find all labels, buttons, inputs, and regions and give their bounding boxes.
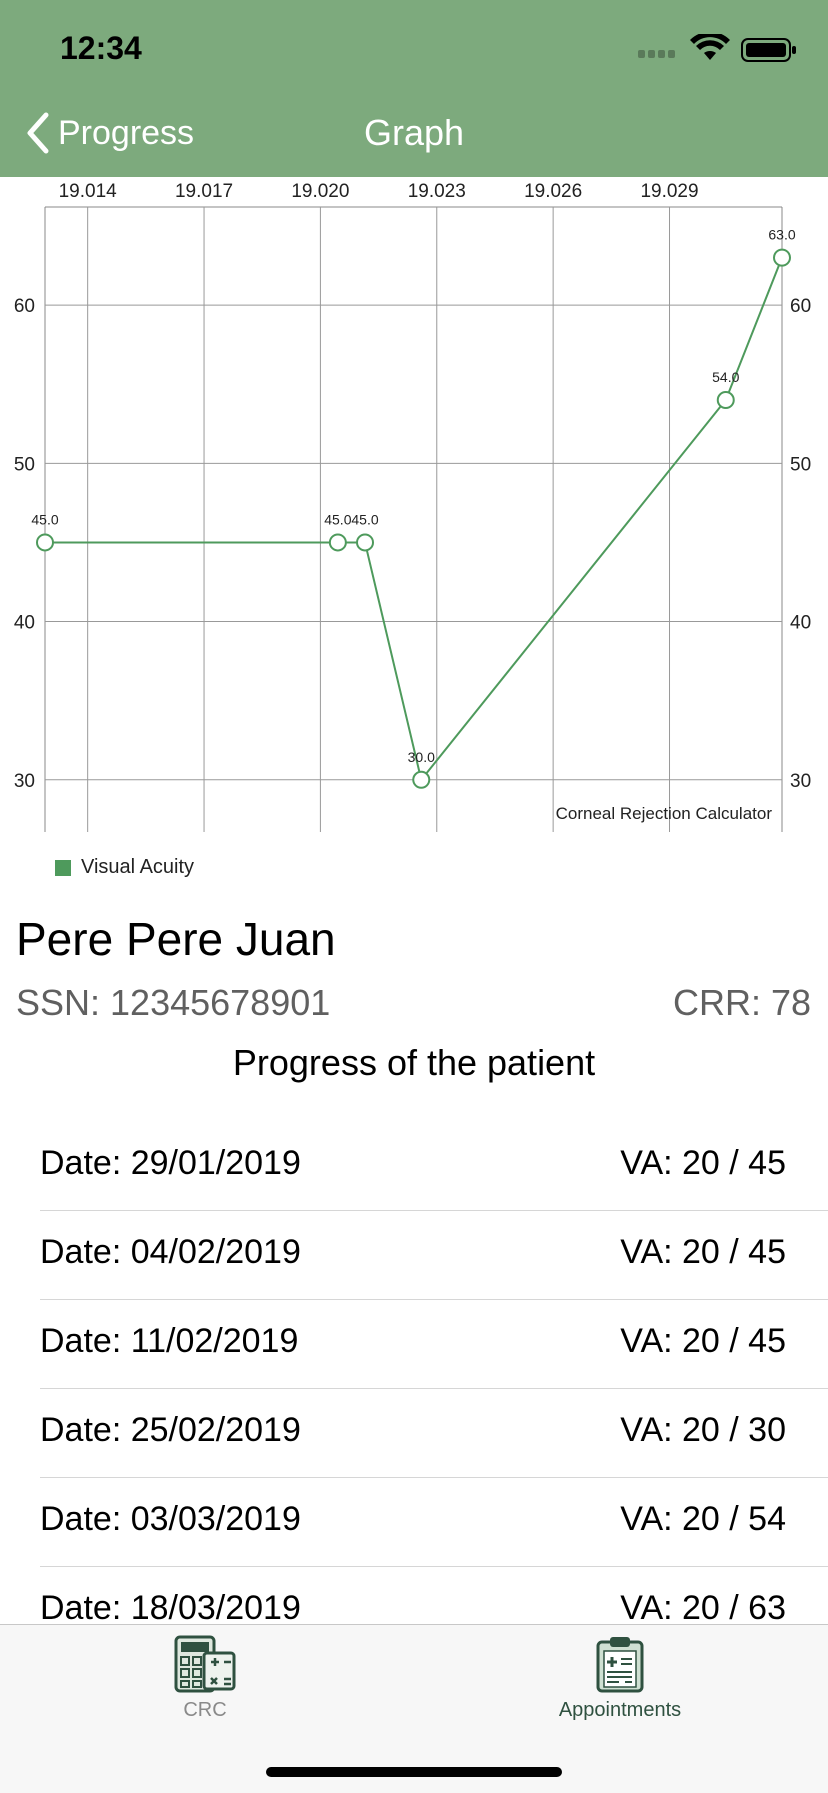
data-point — [36, 533, 54, 552]
y-tick-label-left: 50 — [14, 454, 35, 475]
legend-swatch — [55, 859, 71, 876]
x-tick-label: 19.029 — [640, 181, 698, 202]
data-label: 45.0 — [324, 511, 351, 527]
progress-va: VA: 20 / 45 — [620, 1322, 786, 1360]
data-point — [412, 770, 431, 789]
battery-icon — [741, 38, 796, 62]
chevron-left-icon — [27, 112, 49, 154]
y-tick-label-left: 30 — [14, 771, 35, 792]
progress-row[interactable]: Date: 03/03/2019 VA: 20 / 54 — [40, 1478, 828, 1567]
chart-legend: Visual Acuity — [55, 856, 194, 879]
data-label: 30.0 — [408, 749, 435, 765]
progress-date: Date: 25/02/2019 — [40, 1411, 301, 1449]
patient-crr: CRR: 78 — [672, 982, 811, 1023]
progress-row[interactable]: Date: 18/03/2019 VA: 20 / 63 — [40, 1567, 828, 1655]
progress-va: VA: 20 / 45 — [620, 1144, 786, 1182]
progress-date: Date: 04/02/2019 — [40, 1233, 301, 1271]
data-label: 63.0 — [768, 227, 795, 243]
y-tick-label-right: 40 — [790, 613, 811, 634]
data-point — [328, 533, 347, 552]
progress-list: Date: 29/01/2019 VA: 20 / 45 Date: 04/02… — [0, 1122, 828, 1655]
calculator-icon — [174, 1635, 236, 1693]
progress-va: VA: 20 / 54 — [620, 1500, 786, 1538]
tab-appointments-label: Appointments — [558, 1699, 682, 1721]
tab-crc-label: CRC — [183, 1699, 227, 1721]
home-indicator — [266, 1767, 562, 1777]
patient-name: Pere Pere Juan — [16, 913, 336, 965]
cellular-signal-icon — [638, 50, 675, 58]
tab-bar: CRC Appointments — [0, 1624, 828, 1793]
section-title: Progress of the patient — [232, 1042, 596, 1083]
wifi-icon — [690, 31, 730, 60]
data-point — [356, 533, 375, 552]
progress-row[interactable]: Date: 25/02/2019 VA: 20 / 30 — [40, 1389, 828, 1478]
page-title: Graph — [363, 112, 465, 153]
progress-va: VA: 20 / 45 — [620, 1233, 786, 1271]
progress-row[interactable]: Date: 29/01/2019 VA: 20 / 45 — [40, 1122, 828, 1211]
data-point — [773, 248, 791, 267]
back-button[interactable]: Progress — [24, 108, 194, 158]
progress-row[interactable]: Date: 04/02/2019 VA: 20 / 45 — [40, 1211, 828, 1300]
visual-acuity-chart: 19.014 19.017 19.020 19.023 19.026 19.029 30 30… — [14, 181, 811, 832]
y-tick-label-left: 40 — [14, 613, 35, 634]
tab-crc[interactable]: CRC — [160, 1635, 250, 1722]
legend-label: Visual Acuity — [81, 856, 195, 878]
data-label: 45.0 — [351, 511, 378, 527]
data-label: 54.0 — [712, 369, 739, 385]
data-point — [716, 391, 735, 410]
y-tick-label-right: 50 — [790, 454, 811, 475]
back-button-label: Progress — [58, 113, 195, 152]
progress-date: Date: 18/03/2019 — [40, 1589, 301, 1627]
data-label: 45.0 — [31, 511, 58, 527]
navigation-header: 12:34 Progress Graph — [0, 0, 828, 177]
series-line — [45, 257, 783, 783]
progress-va: VA: 20 / 63 — [620, 1589, 786, 1627]
x-tick-label: 19.017 — [175, 181, 233, 202]
chart-description: Corneal Rejection Calculator — [556, 804, 773, 823]
y-tick-label-right: 60 — [790, 296, 811, 317]
progress-row[interactable]: Date: 11/02/2019 VA: 20 / 45 — [40, 1300, 828, 1389]
x-tick-label: 19.014 — [59, 181, 118, 202]
clipboard-icon — [596, 1637, 644, 1693]
status-icons — [638, 31, 798, 66]
y-tick-label-right: 30 — [790, 771, 811, 792]
progress-date: Date: 11/02/2019 — [40, 1322, 299, 1360]
progress-va: VA: 20 / 30 — [620, 1411, 786, 1449]
patient-ssn: SSN: 12345678901 — [16, 982, 331, 1023]
status-time: 12:34 — [60, 30, 142, 66]
y-tick-label-left: 60 — [14, 296, 35, 317]
x-tick-label: 19.020 — [291, 181, 349, 202]
progress-date: Date: 29/01/2019 — [40, 1144, 301, 1182]
tab-appointments[interactable]: Appointments — [540, 1635, 700, 1722]
x-tick-label: 19.023 — [408, 181, 466, 202]
progress-date: Date: 03/03/2019 — [40, 1500, 301, 1538]
x-tick-label: 19.026 — [524, 181, 582, 202]
